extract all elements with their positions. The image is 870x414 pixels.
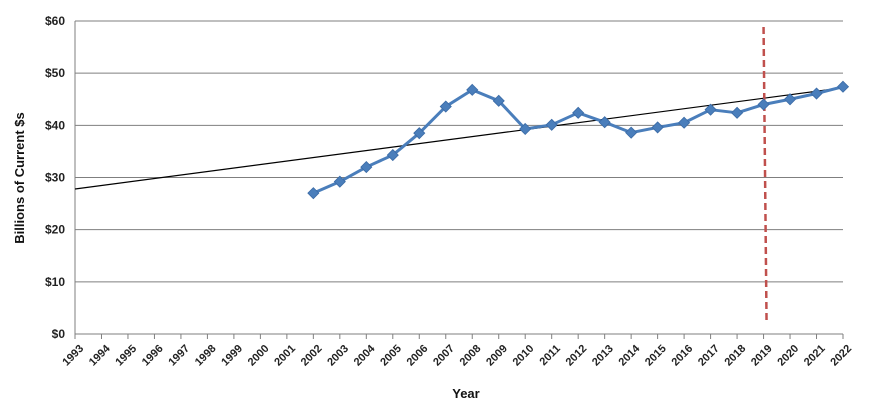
x-axis-title: Year xyxy=(452,386,479,401)
data-point xyxy=(413,127,426,140)
x-tick-label: 2012 xyxy=(564,343,590,369)
trendline xyxy=(74,87,844,190)
data-point xyxy=(783,93,797,106)
x-tick-label: 2002 xyxy=(299,343,325,369)
x-tick-label: 1995 xyxy=(113,343,139,369)
x-tick-label: 1993 xyxy=(60,343,86,369)
y-tick-label: $60 xyxy=(45,14,65,28)
data-point xyxy=(598,116,611,129)
x-tick-label: 2016 xyxy=(670,343,696,369)
data-point xyxy=(572,106,585,119)
data-point xyxy=(307,187,320,200)
data-point xyxy=(386,149,399,162)
data-point xyxy=(625,126,638,139)
data-point xyxy=(678,116,691,129)
x-tick-label: 2015 xyxy=(643,343,669,369)
x-tick-label: 2003 xyxy=(325,343,351,369)
data-point xyxy=(360,161,373,174)
data-point xyxy=(492,94,505,107)
data-point xyxy=(439,100,452,113)
data-point xyxy=(704,103,717,116)
marker-layer xyxy=(762,26,768,323)
data-point xyxy=(836,80,850,93)
x-tick-label: 2021 xyxy=(802,343,828,369)
y-axis-title: Billions of Current $s xyxy=(12,112,27,243)
x-tick-label: 2013 xyxy=(590,343,616,369)
data-point xyxy=(757,98,770,111)
y-tick-label: $40 xyxy=(45,118,65,132)
x-tick-label: 2014 xyxy=(617,342,643,368)
x-tick-label: 2010 xyxy=(511,343,537,369)
x-tick-label: 2008 xyxy=(458,343,484,369)
x-tick-label: 2000 xyxy=(246,343,272,369)
x-tick-label: 2011 xyxy=(538,343,563,368)
data-point xyxy=(810,87,823,100)
gridlines xyxy=(75,20,843,283)
data-point xyxy=(333,175,346,188)
x-tick-label: 2005 xyxy=(378,343,404,369)
x-tick-label: 2019 xyxy=(749,343,775,369)
data-point xyxy=(519,122,532,136)
x-tick-label: 1998 xyxy=(193,343,219,369)
x-tick-label: 2009 xyxy=(484,343,510,369)
y-tick-label: $0 xyxy=(52,327,66,341)
data-point xyxy=(545,118,558,131)
x-tick-label: 2007 xyxy=(431,343,457,369)
x-tick-label: 1996 xyxy=(140,343,166,369)
y-tick-label: $30 xyxy=(45,171,65,185)
data-point xyxy=(651,121,664,134)
x-tick-label: 2001 xyxy=(272,343,298,369)
y-tick-label: $20 xyxy=(45,223,65,237)
x-tick-label: 1994 xyxy=(87,342,113,368)
x-tick-labels: 1993 1994 1995 1996 1997 1998 1999 2000 2001 2002… xyxy=(60,342,854,368)
x-tick-label: 1999 xyxy=(219,343,245,369)
x-tick-label: 1997 xyxy=(166,343,192,369)
data-point xyxy=(466,83,479,96)
x-tick-label: 2004 xyxy=(352,342,378,368)
y-tick-label: $50 xyxy=(45,66,65,80)
y-tick-labels: $0 $10 $20 $30 $40 $50 $60 xyxy=(45,14,65,341)
data-point xyxy=(731,106,744,119)
x-tick-label: 2017 xyxy=(696,343,722,369)
x-tick-label: 2018 xyxy=(722,343,748,369)
series-layer xyxy=(307,80,850,200)
x-tick-label: 2022 xyxy=(828,343,854,369)
forecast-marker-line xyxy=(762,26,768,323)
axes xyxy=(74,21,844,339)
x-tick-label: 2006 xyxy=(405,343,431,369)
y-tick-label: $10 xyxy=(45,275,65,289)
x-tick-label: 2020 xyxy=(775,343,801,369)
trendline-layer xyxy=(74,87,844,190)
